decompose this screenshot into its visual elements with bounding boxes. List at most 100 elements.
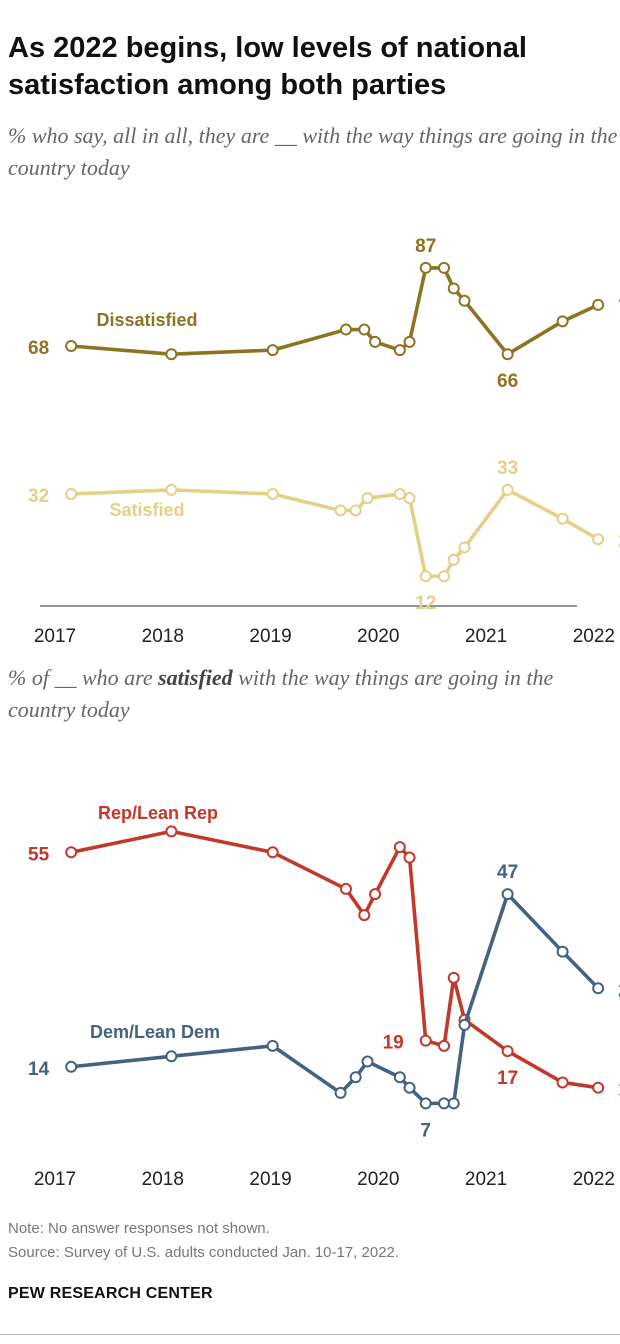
chart2-satisfaction-by-party: 2017 2018 2019 2020 2021 2022 Rep/Lean Rep 55 19…: [28, 803, 620, 1190]
data-point-rep-lean-rep-12: [501, 1045, 514, 1058]
chart-title: As 2022 begins, low levels of national s…: [8, 32, 527, 101]
data-label-dem-lean-dem-47: 47: [497, 862, 518, 883]
data-point-rep-lean-rep-8: [419, 1034, 432, 1047]
series-name-dem-lean-dem: Dem/Lean Dem: [90, 1022, 220, 1042]
data-point-dissatisfied-4: [358, 323, 371, 336]
data-point-dissatisfied-12: [501, 348, 514, 361]
bottom-divider: [0, 1334, 620, 1335]
data-point-satisfied-1: [165, 483, 178, 496]
data-point-satisfied-6: [393, 488, 406, 500]
data-point-rep-lean-rep-14: [592, 1081, 605, 1094]
data-point-satisfied-12: [501, 483, 514, 496]
data-point-dem-lean-dem-12: [501, 888, 514, 901]
data-label-dissatisfied-87: 87: [415, 236, 436, 257]
data-point-dissatisfied-1: [165, 348, 178, 361]
x-tick-label-2020: 2020: [357, 626, 399, 647]
series-line-dem-lean-dem: [69, 892, 600, 1106]
data-label-satisfied-21: 21: [618, 531, 620, 552]
data-point-satisfied-0: [65, 488, 78, 500]
x-tick-label-2022: 2022: [573, 626, 615, 647]
data-label-satisfied-32: 32: [28, 486, 49, 507]
data-label-dem-lean-dem-29: 29: [618, 980, 620, 1001]
data-point-rep-lean-rep-7: [403, 851, 416, 864]
data-point-satisfied-8: [419, 570, 432, 583]
data-point-satisfied-9: [438, 570, 451, 583]
data-point-satisfied-7: [403, 492, 416, 505]
data-point-dem-lean-dem-6: [393, 1071, 406, 1084]
note-text: Note: No answer responses not shown.: [8, 1220, 270, 1237]
pew-research-center-logo-text: PEW RESEARCH CENTER: [8, 1285, 213, 1302]
data-point-dissatisfied-2: [266, 344, 279, 357]
data-point-dissatisfied-14: [592, 298, 605, 311]
data-point-dissatisfied-0: [65, 340, 78, 352]
data-point-dissatisfied-11: [458, 294, 471, 307]
chart2-subtitle-post: with the way things are going in the cou…: [8, 665, 554, 722]
data-point-rep-lean-rep-6: [393, 841, 406, 854]
data-point-rep-lean-rep-10: [447, 971, 460, 984]
x-tick-label-2017: 2017: [34, 1169, 76, 1190]
x-tick-label-2018: 2018: [142, 1169, 184, 1190]
series-name-rep-lean-rep: Rep/Lean Rep: [98, 803, 218, 823]
data-point-dem-lean-dem-2: [266, 1039, 279, 1052]
data-point-dem-lean-dem-11: [458, 1018, 471, 1031]
data-point-satisfied-4: [349, 504, 362, 517]
data-point-dissatisfied-10: [447, 282, 460, 295]
x-tick-label-2019: 2019: [249, 1169, 291, 1190]
chart1-satisfaction-overall: 2017 2018 2019 2020 2021 2022 Dissatisfied 68 87…: [28, 236, 620, 647]
data-point-dem-lean-dem-1: [165, 1050, 178, 1063]
x-tick-label-2022: 2022: [573, 1169, 615, 1190]
data-point-dissatisfied-3: [339, 323, 352, 336]
data-point-dem-lean-dem-8: [419, 1097, 432, 1110]
data-point-satisfied-11: [458, 541, 471, 554]
data-point-rep-lean-rep-13: [556, 1076, 569, 1089]
data-point-satisfied-3: [334, 504, 347, 517]
data-point-dem-lean-dem-14: [592, 982, 605, 995]
data-point-rep-lean-rep-2: [266, 846, 279, 859]
data-label-dissatisfied-66: 66: [497, 371, 518, 392]
data-point-satisfied-10: [447, 553, 460, 566]
data-point-rep-lean-rep-5: [369, 888, 382, 901]
data-point-dissatisfied-8: [419, 261, 432, 274]
data-point-rep-lean-rep-4: [358, 909, 371, 922]
data-point-satisfied-13: [556, 512, 569, 525]
x-tick-label-2018: 2018: [142, 626, 184, 647]
data-label-rep-lean-rep-19: 19: [383, 1033, 404, 1054]
series-line-rep-lean-rep: [69, 829, 600, 1090]
data-point-dissatisfied-9: [438, 261, 451, 274]
series-name-dissatisfied: Dissatisfied: [96, 310, 197, 330]
chart2-subtitle-pre: % of __ who are: [8, 665, 159, 690]
data-point-dem-lean-dem-9: [438, 1097, 451, 1110]
data-point-rep-lean-rep-3: [339, 882, 352, 895]
data-label-satisfied-33: 33: [497, 458, 518, 479]
data-point-satisfied-14: [592, 533, 605, 546]
x-tick-label-2021: 2021: [465, 1169, 507, 1190]
data-label-satisfied-12: 12: [415, 593, 436, 614]
source-text: Source: Survey of U.S. adults conducted …: [8, 1244, 400, 1261]
data-point-dem-lean-dem-3: [334, 1086, 347, 1099]
data-label-rep-lean-rep-17: 17: [497, 1068, 518, 1089]
data-point-dem-lean-dem-5: [361, 1055, 374, 1068]
data-point-dissatisfied-5: [369, 335, 382, 348]
data-point-dissatisfied-7: [403, 335, 416, 348]
x-tick-label-2017: 2017: [34, 626, 76, 647]
data-label-dissatisfied-78: 78: [618, 297, 620, 318]
data-label-dissatisfied-68: 68: [28, 338, 49, 359]
chart2-subtitle: % of __ who are satisfied with the way t…: [8, 662, 618, 726]
data-point-dem-lean-dem-7: [403, 1081, 416, 1094]
data-point-rep-lean-rep-1: [165, 825, 178, 838]
data-point-dem-lean-dem-13: [556, 945, 569, 958]
data-point-dem-lean-dem-4: [349, 1071, 362, 1084]
data-point-dissatisfied-6: [393, 344, 406, 357]
data-label-rep-lean-rep-55: 55: [28, 844, 50, 865]
x-tick-label-2021: 2021: [465, 626, 507, 647]
data-point-rep-lean-rep-0: [65, 846, 78, 859]
data-point-satisfied-5: [361, 492, 374, 505]
data-point-rep-lean-rep-9: [438, 1039, 451, 1052]
series-name-satisfied: Satisfied: [109, 500, 184, 520]
data-label-dem-lean-dem-7: 7: [420, 1120, 431, 1141]
x-tick-label-2020: 2020: [357, 1169, 399, 1190]
data-label-dem-lean-dem-14: 14: [28, 1059, 50, 1080]
data-point-satisfied-2: [266, 488, 279, 500]
chart1-subtitle: % who say, all in all, they are __ with …: [8, 123, 618, 180]
data-label-rep-lean-rep-10: 10: [618, 1080, 620, 1101]
